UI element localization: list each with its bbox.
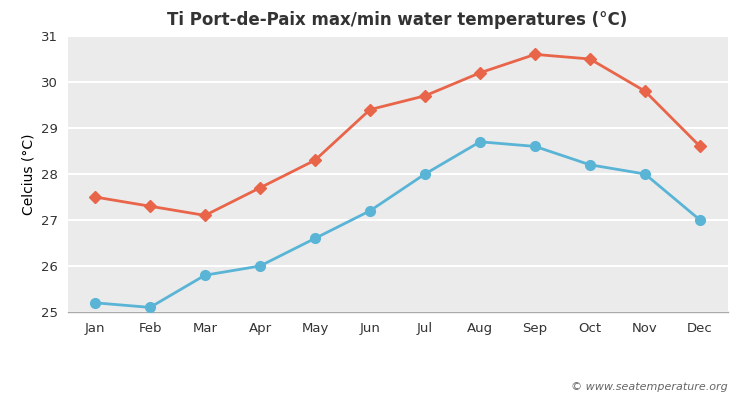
Max [256,185,265,190]
Min [256,264,265,268]
Line: Min: Min [90,137,705,312]
Min [695,218,704,222]
Min [365,208,374,213]
Max [586,56,595,61]
Min [586,162,595,167]
Max [421,93,430,98]
Max [91,194,100,199]
Max [530,52,539,57]
Min [200,273,209,278]
Line: Max: Max [91,50,704,220]
Max [365,107,374,112]
Min [640,172,650,176]
Max [200,213,209,218]
Legend: Max, Min: Max, Min [263,397,426,400]
Min [476,139,484,144]
Text: © www.seatemperature.org: © www.seatemperature.org [571,382,728,392]
Min [91,300,100,305]
Max [476,70,484,75]
Y-axis label: Celcius (°C): Celcius (°C) [21,133,35,215]
Max [310,158,320,162]
Max [695,144,704,149]
Min [310,236,320,241]
Max [146,204,154,208]
Min [421,172,430,176]
Min [146,305,154,310]
Max [640,89,650,94]
Title: Ti Port-de-Paix max/min water temperatures (°C): Ti Port-de-Paix max/min water temperatur… [167,11,628,29]
Min [530,144,539,149]
